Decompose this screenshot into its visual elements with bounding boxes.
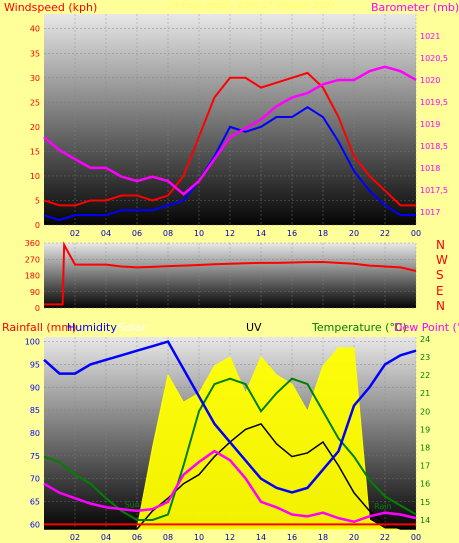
y-tick-label-left: 360 xyxy=(25,239,40,248)
y-tick-label-right: 16 xyxy=(420,480,430,489)
y-tick-label-left: 35 xyxy=(30,49,40,58)
y-tick-label-right: 1018,5 xyxy=(420,142,448,151)
y-tick-label-right: 17 xyxy=(420,462,430,471)
y-tick-label-right: 1021 xyxy=(420,32,440,41)
y-tick-label-left: 30 xyxy=(30,74,40,83)
compass-n-top: N xyxy=(436,238,445,252)
series-dewpoint-line xyxy=(43,449,417,524)
x-tick-label: 20 xyxy=(349,533,359,542)
x-tick-label: 04 xyxy=(101,229,111,238)
y-tick-label-right: 14 xyxy=(420,516,430,525)
y-tick-label-left: 65 xyxy=(30,498,40,507)
series-temperature-line xyxy=(43,377,417,521)
y-tick-label-left: 20 xyxy=(30,123,40,132)
uv-label: UV xyxy=(246,321,262,334)
x-tick-label: 22 xyxy=(380,533,390,542)
y-tick-label-right: 24 xyxy=(420,335,430,344)
y-tick-label-left: 10 xyxy=(30,172,40,181)
x-tick-label: 06 xyxy=(132,229,142,238)
y-tick-label-left: 95 xyxy=(30,360,40,369)
y-tick-label-right: 15 xyxy=(420,498,430,507)
y-tick-label-right: 1020,5 xyxy=(420,54,448,63)
y-tick-label-left: 25 xyxy=(30,98,40,107)
y-tick-label-left: 270 xyxy=(25,255,40,264)
compass-w: W xyxy=(436,253,448,267)
y-tick-label-right: 18 xyxy=(420,443,430,452)
x-tick-label: 18 xyxy=(318,533,328,542)
rain-inline-label: Rain xyxy=(374,502,392,511)
x-tick-label: 16 xyxy=(287,533,297,542)
y-tick-label-right: 1019 xyxy=(420,120,440,129)
solar-label: Solar xyxy=(118,321,147,334)
y-tick-label-left: 0 xyxy=(35,221,40,230)
x-tick-label: 04 xyxy=(101,533,111,542)
series-barometer-line xyxy=(43,65,417,196)
y-tick-label-left: 60 xyxy=(30,520,40,529)
windspeed-axis-label: Windspeed (kph) xyxy=(4,1,98,14)
x-tick-label: 00 xyxy=(411,229,421,238)
y-tick-label-right: 1017 xyxy=(420,208,440,217)
x-tick-label: 12 xyxy=(225,533,235,542)
compass-n-bottom: N xyxy=(436,299,445,313)
y-tick-label-right: 1018 xyxy=(420,164,440,173)
x-tick-label: 10 xyxy=(194,533,204,542)
y-tick-label-right: 1019,5 xyxy=(420,98,448,107)
barometer-axis-label: Barometer (mb) xyxy=(371,1,459,14)
series-wind-direction-line xyxy=(44,241,417,306)
y-tick-label-right: 19 xyxy=(420,425,430,434)
y-tick-label-right: 22 xyxy=(420,371,430,380)
series-humidity-line xyxy=(43,340,417,494)
y-tick-label-left: 180 xyxy=(25,272,40,281)
humidity-label: Humidity xyxy=(67,321,117,334)
rainfall-axis-label: Rainfall (mm) xyxy=(2,321,77,334)
y-tick-label-left: 90 xyxy=(30,288,40,297)
x-tick-label: 06 xyxy=(132,533,142,542)
compass-s: S xyxy=(436,268,444,282)
x-tick-label: 10 xyxy=(194,229,204,238)
x-tick-label: 14 xyxy=(256,229,266,238)
x-tick-label: 00 xyxy=(411,533,421,542)
y-tick-label-right: 23 xyxy=(420,353,430,362)
x-tick-label: 08 xyxy=(163,229,173,238)
y-tick-label-right: 1017,5 xyxy=(420,186,448,195)
y-tick-label-right: 21 xyxy=(420,389,430,398)
dewpoint-label: Dew Point (°C xyxy=(394,321,459,334)
chart-title: 24 hour graph, date 17 october 2007 xyxy=(168,1,336,11)
x-tick-label: 02 xyxy=(70,229,80,238)
x-tick-label: 18 xyxy=(318,229,328,238)
y-tick-label-left: 80 xyxy=(30,429,40,438)
x-tick-label: 14 xyxy=(256,533,266,542)
y-tick-label-left: 75 xyxy=(30,452,40,461)
x-tick-label: 08 xyxy=(163,533,173,542)
x-tick-label: 12 xyxy=(225,229,235,238)
temperature-axis-label: Temperature (°C) xyxy=(312,321,407,334)
y-tick-label-left: 85 xyxy=(30,406,40,415)
sun-inline-label: Sun xyxy=(125,500,140,509)
x-tick-label: 02 xyxy=(70,533,80,542)
compass-e: E xyxy=(436,284,444,298)
y-tick-label-left: 0 xyxy=(35,304,40,313)
x-tick-label: 20 xyxy=(349,229,359,238)
x-tick-label: 16 xyxy=(287,229,297,238)
y-tick-label-right: 1020 xyxy=(420,76,440,85)
y-tick-label-left: 100 xyxy=(25,338,40,347)
x-tick-label: 22 xyxy=(380,229,390,238)
y-tick-label-left: 90 xyxy=(30,383,40,392)
y-tick-label-left: 15 xyxy=(30,147,40,156)
y-tick-label-left: 70 xyxy=(30,475,40,484)
y-tick-label-left: 40 xyxy=(30,25,40,34)
y-tick-label-left: 5 xyxy=(35,196,40,205)
series-wind-average-line xyxy=(43,106,416,222)
series-wind-gust-line xyxy=(43,71,416,207)
y-tick-label-right: 20 xyxy=(420,407,430,416)
